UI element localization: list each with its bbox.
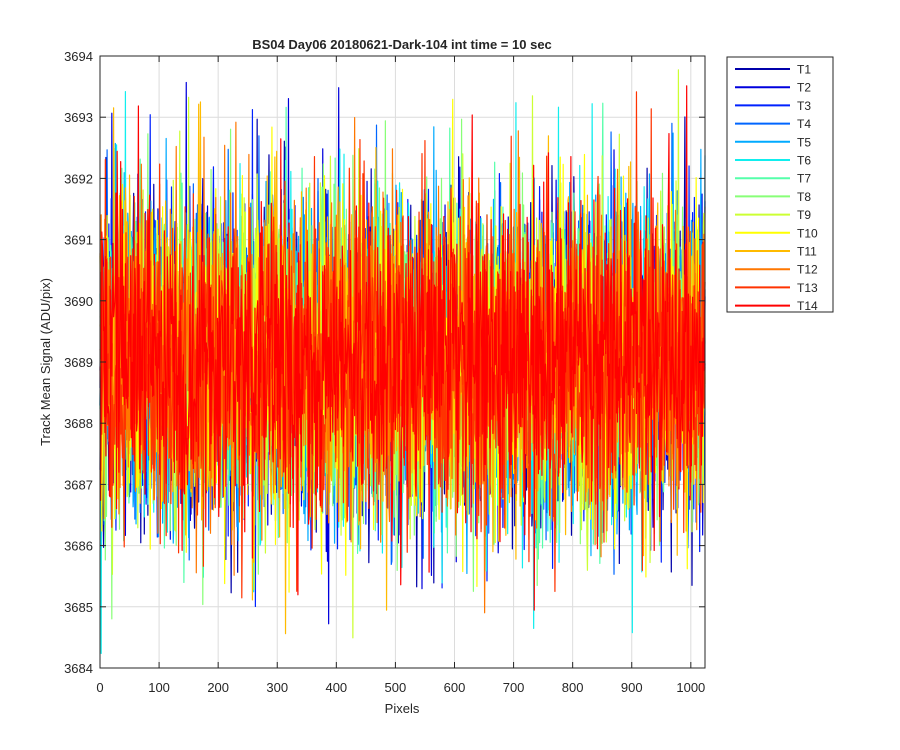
x-tick-label: 800 (562, 680, 584, 695)
legend-label-t2: T2 (797, 81, 811, 95)
x-tick-label: 500 (385, 680, 407, 695)
series-line-t14 (99, 85, 706, 611)
legend-label-t13: T13 (797, 281, 818, 295)
legend-label-t8: T8 (797, 190, 811, 204)
x-tick-label: 600 (444, 680, 466, 695)
y-tick-label: 3693 (64, 110, 93, 125)
legend-label-t1: T1 (797, 63, 811, 77)
legend-label-t7: T7 (797, 172, 811, 186)
x-tick-label: 900 (621, 680, 643, 695)
y-tick-label: 3684 (64, 661, 93, 676)
x-tick-label: 1000 (676, 680, 705, 695)
y-axis: 3684 3685 3686 3687 3688 3689 3690 3691 3692 3693… (64, 49, 705, 676)
series-line-t13 (99, 91, 706, 599)
y-tick-label: 3685 (64, 600, 93, 615)
y-tick-label: 3688 (64, 416, 93, 431)
y-tick-label: 3690 (64, 294, 93, 309)
legend-label-t12: T12 (797, 263, 818, 277)
y-tick-label: 3686 (64, 539, 93, 554)
x-tick-label: 400 (325, 680, 347, 695)
x-tick-label: 0 (96, 680, 103, 695)
legend: T1 T2 T3 T4 T5 T6 T7 T8 T9 T10 T11 T12 T13 T14 (726, 56, 834, 313)
legend-label-t5: T5 (797, 135, 811, 149)
x-tick-label: 300 (266, 680, 288, 695)
y-tick-label: 3689 (64, 355, 93, 370)
legend-label-t14: T14 (797, 299, 818, 313)
x-tick-label: 200 (207, 680, 229, 695)
y-tick-label: 3694 (64, 49, 93, 64)
y-tick-label: 3687 (64, 477, 93, 492)
plot-area (99, 69, 706, 654)
legend-label-t9: T9 (797, 208, 811, 222)
legend-label-t6: T6 (797, 154, 811, 168)
x-axis-label: Pixels (385, 701, 420, 716)
legend-label-t10: T10 (797, 226, 818, 240)
y-tick-label: 3692 (64, 171, 93, 186)
x-tick-label: 100 (148, 680, 170, 695)
x-axis: 0 100 200 300 400 500 600 700 800 900 1000 (96, 56, 705, 695)
legend-label-t3: T3 (797, 99, 811, 113)
y-axis-label: Track Mean Signal (ADU/pix) (38, 278, 53, 446)
legend-label-t11: T11 (797, 245, 817, 259)
x-tick-label: 700 (503, 680, 525, 695)
chart-title: BS04 Day06 20180621-Dark-104 int time = … (252, 37, 552, 52)
y-tick-label: 3691 (64, 233, 93, 248)
legend-label-t4: T4 (797, 117, 811, 131)
